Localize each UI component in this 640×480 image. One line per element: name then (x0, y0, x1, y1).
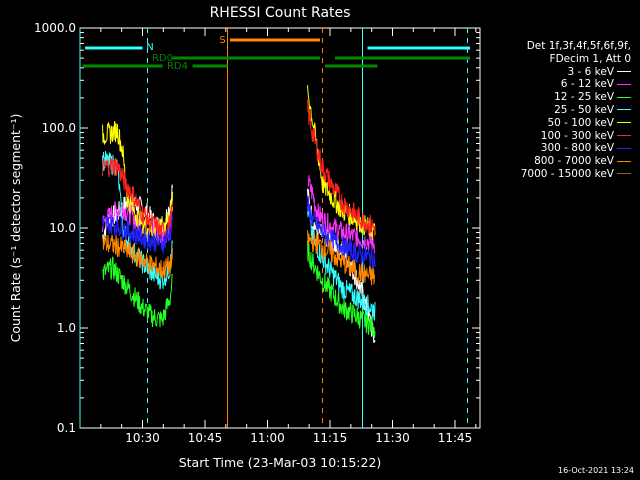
x-tick-label: 11:00 (250, 431, 285, 445)
x-tick-label: 10:30 (125, 431, 160, 445)
legend-entry-label: 7000 - 15000 keV (520, 167, 614, 180)
legend-entry-label: 300 - 800 keV (540, 142, 614, 155)
legend-entry: 3 - 6 keV (481, 66, 631, 79)
legend-entry: 100 - 300 keV (481, 130, 631, 143)
legend-entry-label: 6 - 12 keV (560, 78, 614, 91)
x-tick-label: 11:45 (438, 431, 473, 445)
series-line (307, 99, 376, 236)
x-tick-label: 11:15 (313, 431, 348, 445)
series-line (102, 156, 173, 240)
legend-swatch (617, 122, 631, 124)
legend-entry: 7000 - 15000 keV (481, 168, 631, 181)
legend-entry-label: 800 - 7000 keV (534, 155, 614, 168)
legend-entry-label: 3 - 6 keV (567, 65, 614, 78)
legend-entry-label: 50 - 100 keV (547, 116, 614, 129)
legend-entry: 800 - 7000 keV (481, 155, 631, 168)
legend-swatch (617, 83, 631, 85)
series-line (102, 256, 173, 328)
legend-swatch (617, 135, 631, 137)
series-line (102, 214, 173, 254)
legend-entry: 25 - 50 keV (481, 104, 631, 117)
series-line (307, 240, 376, 339)
x-tick-label: 11:30 (375, 431, 410, 445)
legend-header-line2: FDecim 1, Att 0 (549, 52, 631, 65)
y-tick-label: 1.0 (57, 321, 76, 335)
y-tick-label: 10.0 (49, 221, 76, 235)
series-line (307, 195, 376, 270)
y-tick-label: 1000.0 (34, 21, 76, 35)
legend-swatch (617, 173, 631, 175)
legend-header-line1: Det 1f,3f,4f,5f,6f,9f, (526, 40, 631, 52)
footer-timestamp: 16-Oct-2021 13:24 (558, 466, 634, 475)
series-line (307, 230, 376, 286)
y-tick-label: 0.1 (57, 421, 76, 435)
legend-entry: 12 - 25 keV (481, 91, 631, 104)
legend-entry-label: 12 - 25 keV (554, 91, 614, 104)
rd4-label: RD4 (167, 61, 188, 72)
legend-entry: 6 - 12 keV (481, 78, 631, 91)
series-line (307, 203, 376, 322)
rd0-label: RD0 (152, 53, 173, 64)
y-axis-label: Count Rate (s⁻¹ detector segment⁻¹) (8, 114, 23, 343)
y-tick-label: 100.0 (42, 121, 76, 135)
legend-entry: 300 - 800 keV (481, 142, 631, 155)
legend-entry: 50 - 100 keV (481, 117, 631, 130)
saa-label: S (219, 35, 225, 46)
night-label: N (146, 42, 153, 53)
chart-legend: Det 1f,3f,4f,5f,6f,9f, FDecim 1, Att 0 3… (481, 40, 631, 181)
legend-entry-label: 100 - 300 keV (540, 129, 614, 142)
chart-title: RHESSI Count Rates (210, 5, 351, 21)
series-line (102, 234, 173, 279)
series-line (307, 175, 376, 254)
legend-swatch (617, 160, 631, 162)
legend-swatch (617, 71, 631, 73)
x-tick-label: 10:45 (188, 431, 223, 445)
legend-swatch (617, 96, 631, 98)
legend-swatch (617, 147, 631, 149)
legend-swatch (617, 109, 631, 111)
legend-entry-label: 25 - 50 keV (554, 103, 614, 116)
x-axis-label: Start Time (23-Mar-03 10:15:22) (179, 455, 382, 470)
